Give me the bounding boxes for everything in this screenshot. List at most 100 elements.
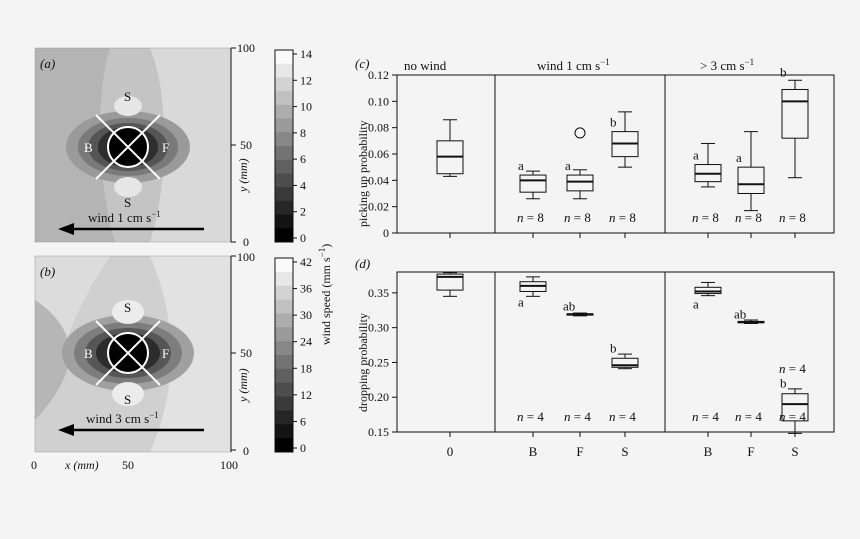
colorbar-title: wind speed (mm s−1) [317, 244, 333, 345]
panel-a [35, 48, 231, 242]
panel-d-x-tick-label: F [576, 444, 583, 459]
panel-c-box-letter: a [693, 148, 699, 163]
panel-d-box-letter: a [693, 297, 699, 312]
panel-c-y-tick-label: 0.02 [368, 200, 389, 214]
panel-b-y-ticks [231, 255, 236, 451]
panel-a-y-tick-0: 0 [243, 235, 249, 249]
panel-d-extra-n: n = 4 [779, 361, 806, 376]
panel-c-box-letter: a [518, 158, 524, 173]
panel-a-y-ticks [231, 47, 236, 243]
panel-a-colorbar-level [275, 200, 293, 216]
panel-a-colorbar-tick-label: 4 [300, 178, 306, 192]
panel-c-header-0: no wind [404, 58, 447, 73]
panel-b-y-tick-50: 50 [240, 346, 252, 360]
panel-c-box [519, 174, 547, 193]
panel-b-colorbar-tick-label: 24 [300, 335, 312, 349]
panel-b-wind-label: wind 3 cm s−1 [86, 410, 159, 426]
panel-b-x-tick-100: 100 [220, 458, 238, 472]
panel-d-box-n: n = 4 [609, 409, 636, 424]
panel-a-colorbar-tick-label: 12 [300, 73, 312, 87]
panel-d-box-letter: a [518, 294, 524, 309]
panel-c-y-tick-label: 0.10 [368, 94, 389, 108]
panel-b-x-tick-50: 50 [122, 458, 134, 472]
panel-d-y-title: dropping probability [356, 313, 370, 412]
panel-a-marker-top: S [124, 89, 131, 104]
panel-a-region-right [150, 48, 231, 242]
panel-a-colorbar-frame [274, 49, 294, 243]
panel-b-marker-top: S [124, 300, 131, 315]
panel-a-colorbar [274, 49, 294, 243]
panel-c-box-n: n = 8 [779, 210, 806, 225]
panel-b-colorbar-level [275, 299, 293, 314]
panel-b-y-tick-0: 0 [243, 444, 249, 458]
panel-b-y-title: y (mm) [236, 368, 250, 403]
panel-b-colorbar-tick-label: 6 [300, 414, 306, 428]
panel-a-colorbar-level [275, 50, 293, 65]
panel-c-box-n: n = 8 [735, 210, 762, 225]
panel-c-box-outlier [574, 127, 586, 139]
panel-c-box [566, 174, 594, 192]
panel-b-region-left [35, 300, 70, 420]
panel-c-y-tick-label: 0.04 [368, 173, 389, 187]
panel-a-colorbar-level [275, 118, 293, 133]
panel-c-box-n: n = 8 [692, 210, 719, 225]
panel-a-label: (a) [40, 56, 55, 71]
panel-b-colorbar-ticks: 42 36 30 24 18 12 6 0 [293, 255, 312, 455]
panel-d-box [694, 286, 722, 295]
panel-b-colorbar-level [275, 355, 293, 370]
panel-a-colorbar-tick-label: 2 [300, 205, 306, 219]
panel-a-colorbar-level [275, 104, 293, 120]
panel-a-colorbar-ticks: 14 12 10 8 6 4 2 0 [293, 47, 312, 245]
panel-a-colorbar-level [275, 214, 293, 229]
panel-d-box-letter: ab [563, 299, 575, 314]
panel-d-y-tick-label: 0.35 [368, 286, 389, 300]
panel-b-colorbar-tick-label: 42 [300, 255, 312, 269]
panel-c-box-letter: a [736, 150, 742, 165]
panel-a-wind-label: wind 1 cm s−1 [88, 209, 161, 225]
panel-b-colorbar-level [275, 258, 293, 273]
panel-d-box-n: n = 4 [735, 409, 762, 424]
panel-c-y-tick-label: 0.06 [368, 147, 389, 161]
panel-b-colorbar-tick-label: 18 [300, 361, 312, 375]
panel-a-contour-top [114, 96, 142, 116]
panel-a-wind-arrow [58, 223, 204, 235]
panel-b-contour-top [112, 300, 144, 324]
panel-a-colorbar-level [275, 228, 293, 243]
panel-c-box-letter: b [610, 115, 617, 130]
panel-a-colorbar-level [275, 63, 293, 78]
panel-a-marker-bottom: S [124, 195, 131, 210]
panel-d-x-tick-label: F [747, 444, 754, 459]
panel-c-y-tick-label: 0.12 [368, 68, 389, 82]
panel-d-box-letter: b [610, 340, 617, 355]
panel-a-colorbar-level [275, 132, 293, 147]
panel-c-y-tick-label: 0.08 [368, 121, 389, 135]
panel-a-colorbar-level [275, 146, 293, 161]
panel-d-box-n: n = 4 [564, 409, 591, 424]
panel-d-y-tick-label: 0.20 [368, 390, 389, 404]
panel-d-x-tick-label: S [621, 444, 628, 459]
panel-b [35, 256, 231, 452]
panel-d-box-n: n = 4 [779, 409, 806, 424]
panel-d-y-tick-label: 0.30 [368, 321, 389, 335]
panel-a-cross-2 [95, 114, 161, 180]
panel-c-box-n: n = 8 [517, 210, 544, 225]
panel-b-contour-bottom [112, 382, 144, 406]
panel-a-y-title: y (mm) [236, 158, 250, 193]
panel-c-box [781, 88, 809, 139]
panel-c-box [737, 166, 765, 195]
panel-d-x-tick-label: 0 [447, 444, 454, 459]
panel-d-label: (d) [355, 256, 370, 271]
panel-d-box-n: n = 4 [517, 409, 544, 424]
panel-b-colorbar-frame [274, 257, 294, 453]
panel-b-marker-left: B [84, 346, 93, 361]
panel-b-colorbar-tick-label: 0 [300, 441, 306, 455]
panel-b-colorbar-level [275, 382, 293, 398]
panel-b-cross-2 [95, 320, 161, 386]
panel-d-x-tick-label: B [704, 444, 713, 459]
panel-b-x-tick-0: 0 [31, 458, 37, 472]
panel-c-y-title: picking up probability [356, 120, 370, 227]
panel-a-colorbar-level [275, 187, 293, 202]
panel-d-box [611, 357, 639, 368]
panel-c-plot: 0 0.02 0.04 0.06 0.08 0.10 0.12 a n = 8 a n = 8 b n … [368, 64, 809, 240]
